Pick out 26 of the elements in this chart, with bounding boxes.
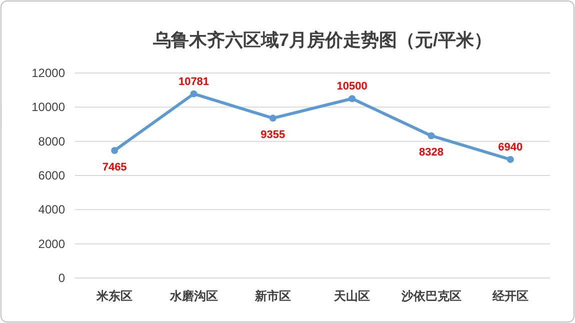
data-label: 10781 — [178, 76, 210, 88]
point — [428, 132, 435, 140]
data-label: 10500 — [336, 80, 368, 93]
x-tick-label: 沙依巴克区 — [400, 289, 462, 303]
chart-title: 乌鲁木齐六区域7月房价走势图（元/平米） — [152, 30, 492, 50]
point — [111, 146, 118, 154]
y-tick-label: 2000 — [38, 236, 66, 251]
y-tick-label: 0 — [58, 271, 66, 285]
y-tick-label: 4000 — [38, 202, 66, 217]
data-label: 8328 — [419, 146, 444, 159]
x-tick-label: 天山区 — [333, 289, 370, 303]
point — [190, 90, 198, 98]
data-label: 7465 — [102, 161, 127, 174]
data-label: 6940 — [498, 141, 523, 154]
point — [269, 114, 276, 122]
y-tick-label: 10000 — [32, 100, 66, 114]
x-tick-label: 米东区 — [96, 289, 133, 303]
data-label: 9355 — [260, 129, 286, 142]
y-tick-label: 8000 — [38, 134, 66, 148]
x-tick-label: 经开区 — [491, 289, 528, 303]
y-tick-label: 6000 — [38, 168, 66, 182]
point — [506, 156, 514, 163]
x-tick-label: 新市区 — [254, 289, 291, 303]
point — [348, 95, 356, 102]
y-tick-label: 12000 — [32, 66, 66, 80]
x-tick-label: 水磨沟区 — [168, 289, 218, 303]
